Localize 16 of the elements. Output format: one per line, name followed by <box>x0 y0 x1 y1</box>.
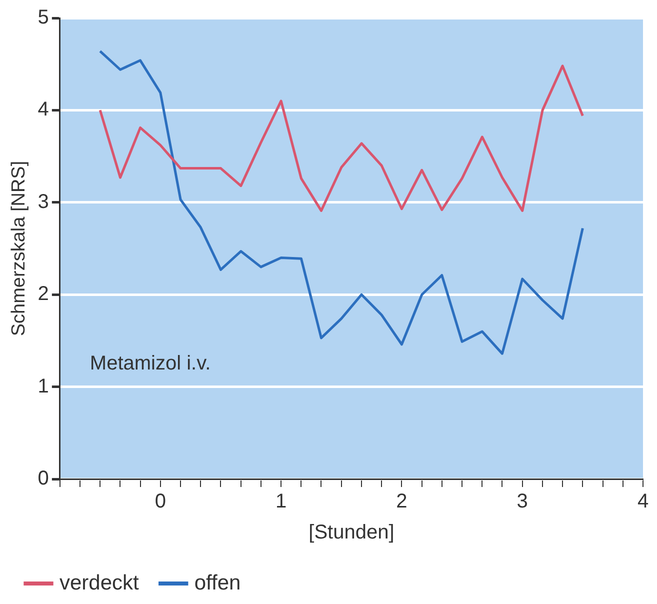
x-tick-label: 1 <box>276 490 287 513</box>
x-axis-title: [Stunden] <box>308 522 394 544</box>
legend-label: verdeckt <box>60 571 140 594</box>
y-tick-label: 0 <box>38 468 49 490</box>
y-tick-label: 5 <box>38 6 49 29</box>
y-tick-label: 4 <box>38 98 49 121</box>
x-tick-label: 4 <box>637 490 649 513</box>
x-tick-label: 2 <box>396 490 408 513</box>
x-tick-label: 3 <box>516 490 528 513</box>
y-tick-label: 1 <box>38 375 49 398</box>
legend-label: offen <box>194 571 241 594</box>
y-tick-label: 2 <box>38 283 49 306</box>
y-tick-label: 3 <box>38 190 49 213</box>
x-tick-label: 0 <box>154 490 166 513</box>
annotation: Metamizol i.v. <box>90 352 211 374</box>
y-axis-title: Schmerzskala [NRS] <box>8 160 30 336</box>
